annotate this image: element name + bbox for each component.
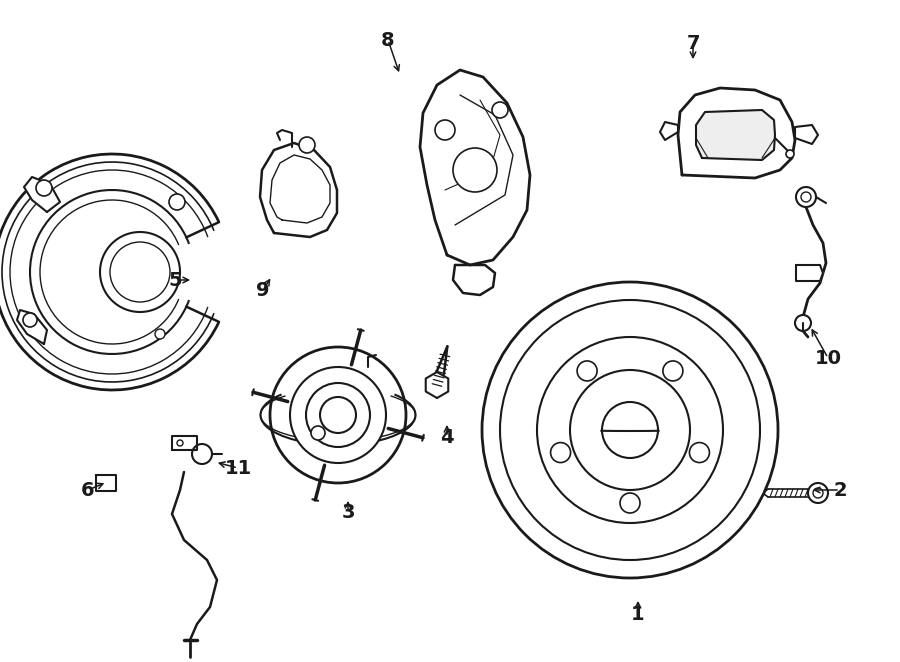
Polygon shape [796, 265, 823, 281]
Polygon shape [795, 125, 818, 144]
Circle shape [796, 187, 816, 207]
Polygon shape [678, 88, 795, 178]
Circle shape [795, 315, 811, 331]
Text: 1: 1 [631, 606, 644, 624]
Circle shape [192, 444, 212, 464]
Circle shape [570, 370, 690, 490]
Circle shape [36, 180, 52, 196]
Text: 5: 5 [168, 271, 182, 289]
Circle shape [306, 383, 370, 447]
Circle shape [620, 493, 640, 513]
Polygon shape [270, 155, 330, 223]
Circle shape [110, 242, 170, 302]
Circle shape [290, 367, 386, 463]
Polygon shape [17, 310, 47, 344]
Circle shape [551, 443, 571, 463]
Circle shape [100, 232, 180, 312]
Circle shape [602, 402, 658, 458]
Text: 2: 2 [833, 481, 847, 500]
Text: 6: 6 [81, 481, 94, 500]
Text: 3: 3 [341, 504, 355, 522]
Circle shape [813, 488, 823, 498]
Polygon shape [172, 436, 197, 450]
Circle shape [270, 347, 406, 483]
Circle shape [786, 150, 794, 158]
Circle shape [169, 194, 185, 210]
Polygon shape [696, 110, 775, 160]
Polygon shape [426, 372, 448, 398]
Circle shape [453, 148, 497, 192]
Circle shape [537, 337, 723, 523]
Circle shape [808, 483, 828, 503]
Text: 8: 8 [382, 30, 395, 50]
Circle shape [23, 313, 37, 327]
Text: 10: 10 [814, 348, 842, 367]
Circle shape [155, 329, 165, 339]
Text: 7: 7 [686, 34, 700, 52]
Circle shape [492, 102, 508, 118]
Polygon shape [96, 475, 116, 491]
Polygon shape [260, 143, 337, 237]
Circle shape [689, 443, 709, 463]
Circle shape [177, 440, 183, 446]
Polygon shape [660, 122, 678, 140]
Text: 9: 9 [256, 281, 270, 299]
Circle shape [482, 282, 778, 578]
Polygon shape [453, 265, 495, 295]
Circle shape [500, 300, 760, 560]
Circle shape [311, 426, 325, 440]
Circle shape [435, 120, 455, 140]
Circle shape [320, 397, 356, 433]
Text: 11: 11 [224, 459, 252, 477]
Circle shape [299, 137, 315, 153]
Polygon shape [24, 177, 60, 212]
Polygon shape [420, 70, 530, 265]
Circle shape [663, 361, 683, 381]
Text: 4: 4 [440, 428, 454, 446]
Circle shape [577, 361, 597, 381]
Circle shape [801, 192, 811, 202]
